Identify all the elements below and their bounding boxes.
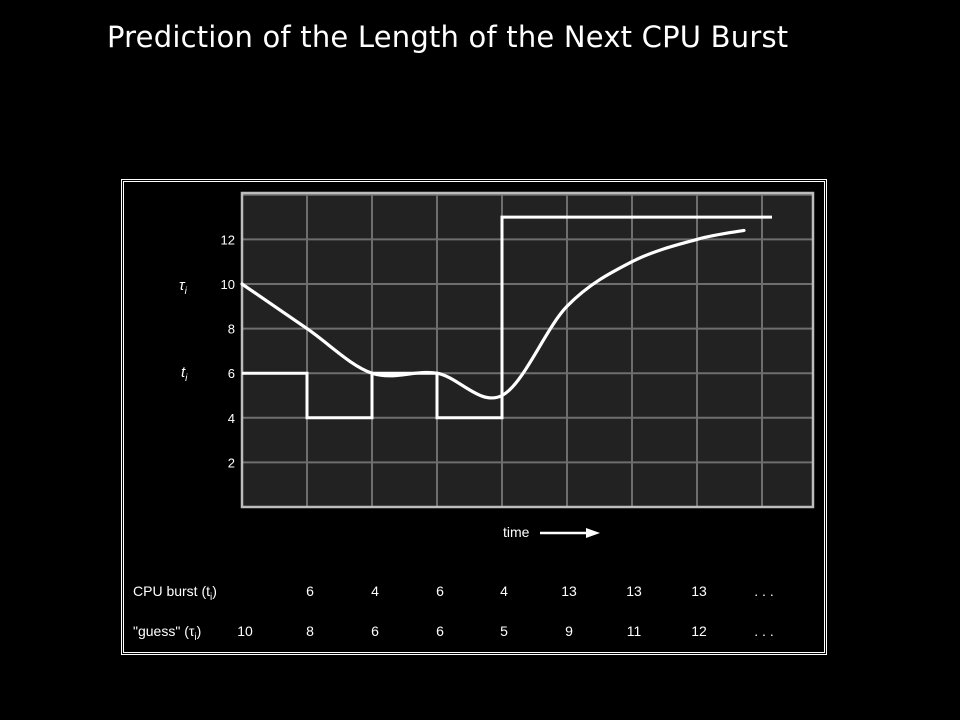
guess-cell: 9 [565,623,573,639]
y-tick-label: 8 [228,322,235,337]
guess-cell: 11 [627,623,642,639]
guess-row: 10 8 6 6 5 9 11 12 . . . [237,623,774,639]
values-table: CPU burst (ti) "guess" (τi) 6 4 6 4 13 13 13 . … [133,583,774,643]
guess-cell: 6 [436,623,444,639]
cpu-burst-cell: . . . [754,583,773,599]
guess-cell: 12 [691,623,707,639]
y-tick-label: 10 [221,277,235,292]
tau-i-symbol: τi [179,277,188,297]
guess-cell: . . . [754,623,773,639]
cpu-burst-cell: 13 [626,583,642,599]
guess-curve [240,228,746,400]
guess-cell: 6 [371,623,379,639]
t-i-symbol: ti [181,364,188,384]
y-axis-ticks: 2 4 6 8 10 12 [221,232,235,470]
time-label: time [503,524,530,540]
cpu-burst-step-line [242,215,772,420]
cpu-burst-cell: 4 [371,583,379,599]
plot-border [240,191,815,509]
guess-row-label: "guess" (τi) [133,623,201,643]
cpu-burst-cell: 13 [691,583,707,599]
cpu-burst-cell: 6 [306,583,314,599]
cpu-burst-cell: 4 [500,583,508,599]
time-arrow-icon [540,528,600,538]
y-tick-label: 6 [228,366,235,381]
guess-cell: 5 [500,623,508,639]
cpu-burst-cell: 6 [436,583,444,599]
y-tick-label: 2 [228,455,235,470]
cpu-burst-row: 6 4 6 4 13 13 13 . . . [306,583,774,599]
guess-cell: 10 [237,623,253,639]
y-tick-label: 4 [228,411,235,426]
guess-cell: 8 [306,623,314,639]
slide-title: Prediction of the Length of the Next CPU… [107,20,789,54]
cpu-burst-row-label: CPU burst (ti) [133,583,217,603]
y-tick-label: 12 [221,232,235,247]
cpu-burst-cell: 13 [561,583,577,599]
